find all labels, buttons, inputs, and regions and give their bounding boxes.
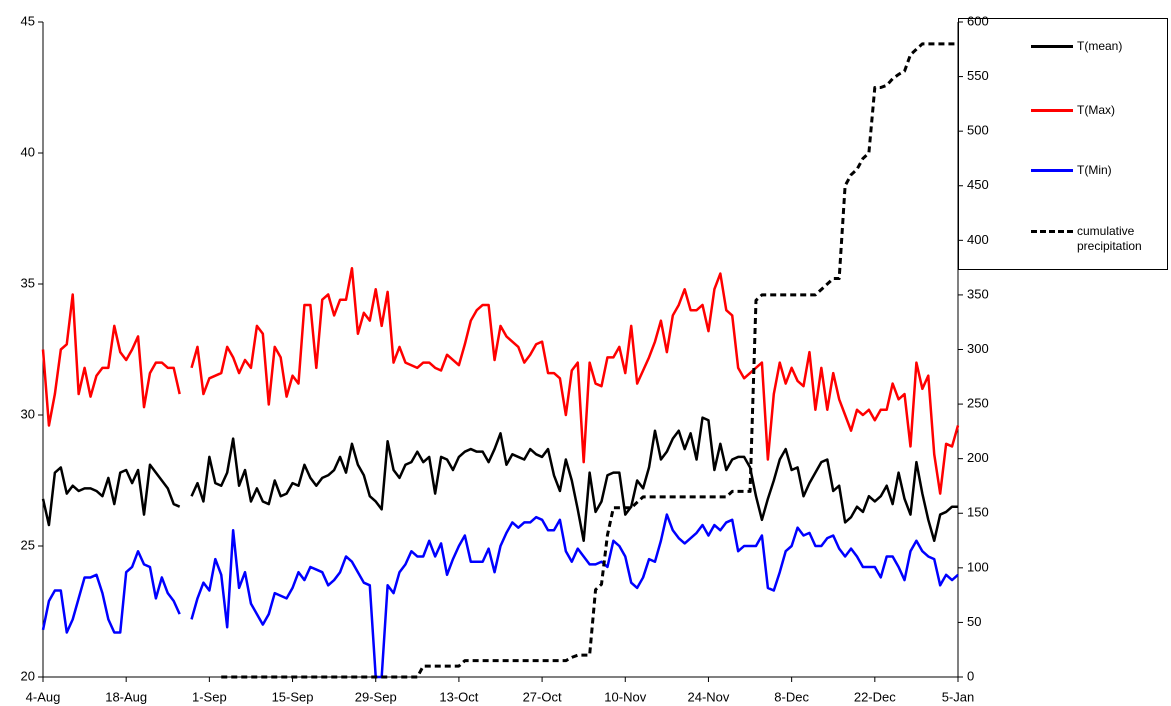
y-tick-label: 45: [21, 13, 35, 28]
legend-item: T(Max): [1031, 103, 1167, 118]
y2-tick-label: 250: [967, 396, 989, 411]
series-line: [41, 416, 958, 543]
legend-label: cumulative precipitation: [1077, 224, 1142, 253]
series-line: [41, 513, 959, 679]
y-tick-label: 40: [21, 144, 35, 159]
y2-tick-label: 100: [967, 559, 989, 574]
x-tick-label: 13-Oct: [439, 689, 478, 704]
y2-tick-label: 300: [967, 341, 989, 356]
x-tick-label: 29-Sep: [355, 689, 397, 704]
legend-item: T(Min): [1031, 163, 1167, 178]
y2-tick-label: 400: [967, 232, 989, 247]
y2-tick-label: 550: [967, 68, 989, 83]
legend-label: T(Max): [1077, 103, 1115, 117]
y-tick-label: 30: [21, 406, 35, 421]
y-tick-label: 25: [21, 537, 35, 552]
y2-tick-label: 450: [967, 177, 989, 192]
legend: T(mean) T(Max) T(Min) cumulative precipitat…: [958, 18, 1168, 270]
x-tick-label: 10-Nov: [604, 689, 646, 704]
series-line: [221, 42, 958, 679]
legend-label: T(Min): [1077, 163, 1112, 177]
y2-tick-label: 350: [967, 286, 989, 301]
legend-swatch: [1031, 230, 1073, 233]
y2-tick-label: 150: [967, 505, 989, 520]
x-tick-label: 8-Dec: [774, 689, 809, 704]
x-tick-label: 24-Nov: [687, 689, 729, 704]
x-tick-label: 18-Aug: [105, 689, 147, 704]
y2-tick-label: 0: [967, 668, 974, 683]
x-tick-label: 1-Sep: [192, 689, 227, 704]
y-tick-label: 20: [21, 668, 35, 683]
legend-swatch: [1031, 45, 1073, 48]
x-tick-label: 15-Sep: [272, 689, 314, 704]
y2-tick-label: 50: [967, 614, 981, 629]
legend-label: T(mean): [1077, 39, 1123, 53]
x-tick-label: 22-Dec: [854, 689, 896, 704]
y2-tick-label: 200: [967, 450, 989, 465]
y-tick-label: 35: [21, 275, 35, 290]
x-tick-label: 5-Jan: [942, 689, 975, 704]
y2-tick-label: 500: [967, 123, 989, 138]
legend-swatch: [1031, 109, 1073, 112]
y2-tick-label: 600: [967, 13, 989, 28]
legend-swatch: [1031, 169, 1073, 172]
series-line: [41, 267, 960, 495]
legend-item: cumulative precipitation: [1031, 224, 1167, 254]
x-tick-label: 4-Aug: [26, 689, 61, 704]
legend-item: T(mean): [1031, 39, 1167, 54]
x-tick-label: 27-Oct: [523, 689, 562, 704]
